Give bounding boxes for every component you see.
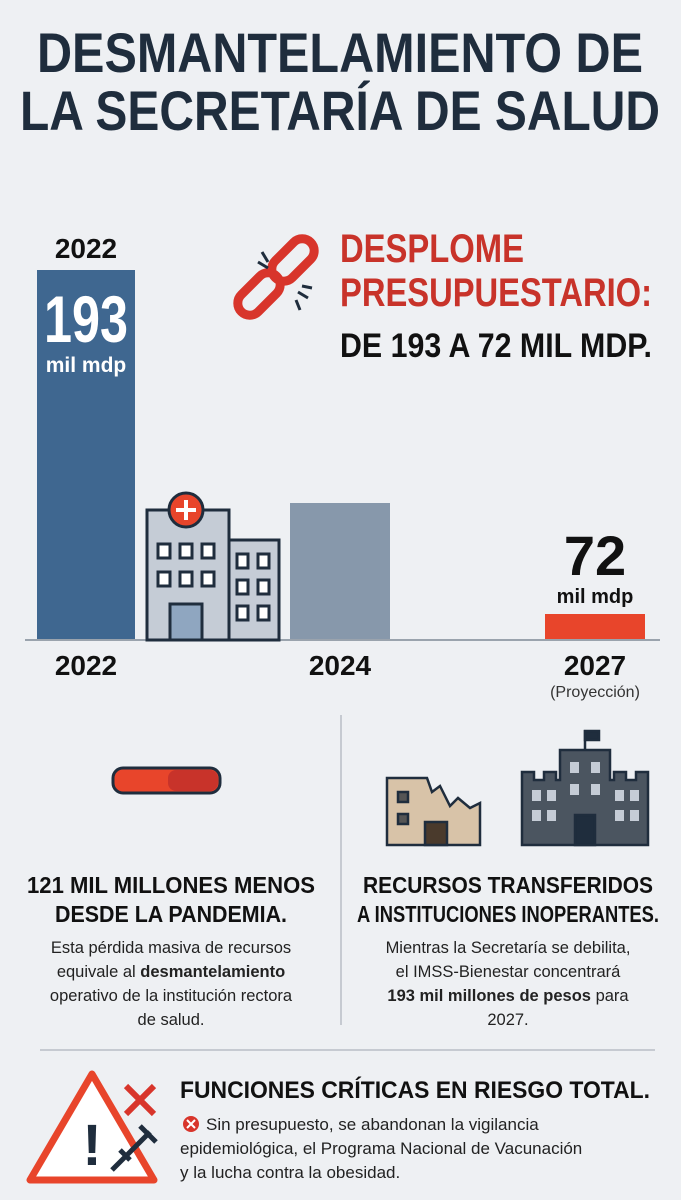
year-label: 2027	[564, 650, 626, 681]
body-segment: equivale al	[57, 963, 140, 981]
year-label: 2022	[55, 650, 117, 681]
bottom-body-line: y la lucha contra la obesidad.	[180, 1163, 400, 1182]
end-unit: mil mdp	[557, 586, 634, 608]
projection-note: (Proyección)	[550, 684, 640, 701]
x-bullet	[183, 1116, 199, 1132]
headline: DESPLOME	[340, 227, 524, 271]
body-line: el IMSS-Bienestar concentrará	[396, 963, 622, 981]
body-line: equivale al desmantelamiento	[57, 963, 285, 981]
ruined-building-icon	[385, 776, 482, 847]
body-segment: Mientras la Secretaría se debilita,	[386, 939, 631, 957]
section-title: DESDE LA PANDEMIA.	[55, 901, 287, 927]
castle-icon	[520, 729, 650, 847]
year-label: 2024	[309, 650, 372, 681]
body-line: Esta pérdida masiva de recursos	[51, 939, 291, 957]
bar-2022	[37, 270, 135, 640]
start-unit: mil mdp	[46, 354, 127, 377]
section-title: RECURSOS TRANSFERIDOS	[363, 872, 653, 898]
bottom-body-line: Sin presupuesto, se abandonan la vigilan…	[206, 1115, 539, 1134]
start-value: 193	[44, 282, 128, 356]
svg-text:!: !	[82, 1113, 101, 1178]
body-line: de salud.	[138, 1011, 205, 1029]
headline: PRESUPUESTARIO:	[340, 271, 652, 315]
section-title: 121 MIL MILLONES MENOS	[27, 872, 315, 898]
body-segment: el IMSS-Bienestar concentrará	[396, 963, 622, 981]
bar-2024	[290, 503, 390, 640]
left-title: 121 MIL MILLONES MENOS DESDE LA PANDEMIA.…	[27, 872, 315, 1029]
bottom-body: Sin presupuesto, se abandonan la vigilan…	[180, 1115, 582, 1182]
body-segment: de salud.	[138, 1011, 205, 1029]
body-segment: desmantelamiento	[140, 963, 285, 981]
title-line: DESMANTELAMIENTO DE	[37, 21, 643, 84]
body-line: 193 mil millones de pesos para	[387, 987, 629, 1005]
body-segment: Esta pérdida masiva de recursos	[51, 939, 291, 957]
year-label: 2022	[55, 233, 117, 264]
hospital-icon	[145, 491, 281, 642]
section-title: A INSTITUCIONES INOPERANTES.	[357, 901, 659, 927]
bottom-title: FUNCIONES CRÍTICAS EN RIESGO TOTAL.	[180, 1076, 650, 1104]
subline: DE 193 A 72 MIL MDP.	[340, 327, 652, 365]
end-value: 72	[564, 524, 626, 587]
body-segment: operativo de la institución rectora	[50, 987, 293, 1005]
body-line: 2027.	[487, 1011, 528, 1029]
body-line: operativo de la institución rectora	[50, 987, 293, 1005]
body-line: Mientras la Secretaría se debilita,	[386, 939, 631, 957]
right-title: RECURSOS TRANSFERIDOS A INSTITUCIONES INO…	[357, 872, 659, 1029]
depleted-bar-icon	[111, 766, 222, 795]
body-segment: para	[591, 987, 629, 1005]
bar-2027	[545, 614, 645, 640]
title-line: LA SECRETARÍA DE SALUD	[20, 79, 660, 142]
warning-icon: !	[26, 1070, 158, 1184]
broken-chain-icon	[233, 234, 319, 320]
body-segment: 2027.	[487, 1011, 528, 1029]
bottom-body-line: epidemiológica, el Programa Nacional de …	[180, 1139, 582, 1158]
body-segment: 193 mil millones de pesos	[387, 987, 591, 1005]
